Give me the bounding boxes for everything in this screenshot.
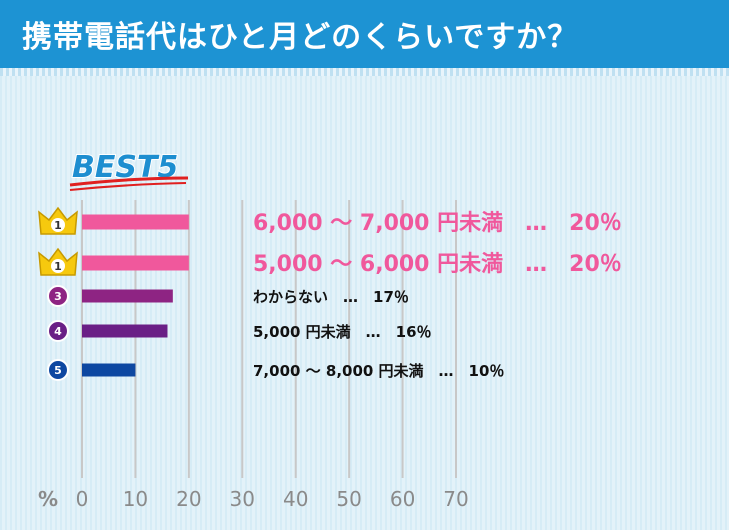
circle-5-icon: 5 xyxy=(47,359,69,381)
x-tick-label: 10 xyxy=(123,487,148,511)
crown-badge xyxy=(51,218,65,232)
rank-circle xyxy=(47,320,69,342)
circle-4-icon: 4 xyxy=(47,320,69,342)
bar-label: 7,000 ～ 8,000 円未満 … 10％ xyxy=(253,362,504,380)
bar xyxy=(82,289,173,303)
page-title: 携帯電話代はひと月どのくらいですか？ xyxy=(22,20,579,55)
rank-number: 3 xyxy=(54,290,62,303)
title-stripe-divider xyxy=(0,68,729,76)
rank-icons: 1 1 3 4 5 xyxy=(38,206,78,381)
bar-label: 5,000 ～ 6,000 円未満 … 20％ xyxy=(253,251,622,277)
title-bar: 携帯電話代はひと月どのくらいですか？ xyxy=(0,0,729,68)
best-underline-1 xyxy=(69,176,189,187)
bar-label: 5,000 円未満 … 16％ xyxy=(253,323,432,341)
bars xyxy=(82,214,189,377)
x-tick-label: 60 xyxy=(390,487,415,511)
circle-3-icon: 3 xyxy=(47,285,69,307)
rank-number: 5 xyxy=(54,364,62,377)
bar-labels: 6,000 ～ 7,000 円未満 … 20％ 5,000 ～ 6,000 円未満… xyxy=(253,210,622,380)
rank-number: 1 xyxy=(54,219,62,232)
x-unit-label: % xyxy=(38,487,58,511)
bar xyxy=(82,363,136,377)
grid-lines xyxy=(81,200,457,478)
x-tick-label: 50 xyxy=(336,487,361,511)
x-tick-label: 0 xyxy=(76,487,89,511)
x-tick-label: 30 xyxy=(230,487,255,511)
crown-badge xyxy=(51,259,65,273)
rank-number: 1 xyxy=(54,260,62,273)
best-underline-2 xyxy=(69,182,187,191)
x-tick-label: 70 xyxy=(443,487,468,511)
x-axis-ticks: 0 10 20 30 40 50 60 70% xyxy=(38,487,469,511)
best-badge: BEST5 xyxy=(69,149,189,191)
bar xyxy=(82,324,168,338)
chart-panel xyxy=(0,76,729,530)
crown-icon: 1 xyxy=(38,206,78,235)
bar xyxy=(82,255,189,271)
rank-circle xyxy=(47,285,69,307)
bar xyxy=(82,214,189,230)
crown-icon: 1 xyxy=(38,247,78,276)
x-tick-label: 20 xyxy=(176,487,201,511)
bar-label: 6,000 ～ 7,000 円未満 … 20％ xyxy=(253,210,622,236)
rank-circle xyxy=(47,359,69,381)
bar-label: わからない … 17％ xyxy=(253,288,409,306)
rank-number: 4 xyxy=(54,325,62,338)
x-tick-label: 40 xyxy=(283,487,308,511)
